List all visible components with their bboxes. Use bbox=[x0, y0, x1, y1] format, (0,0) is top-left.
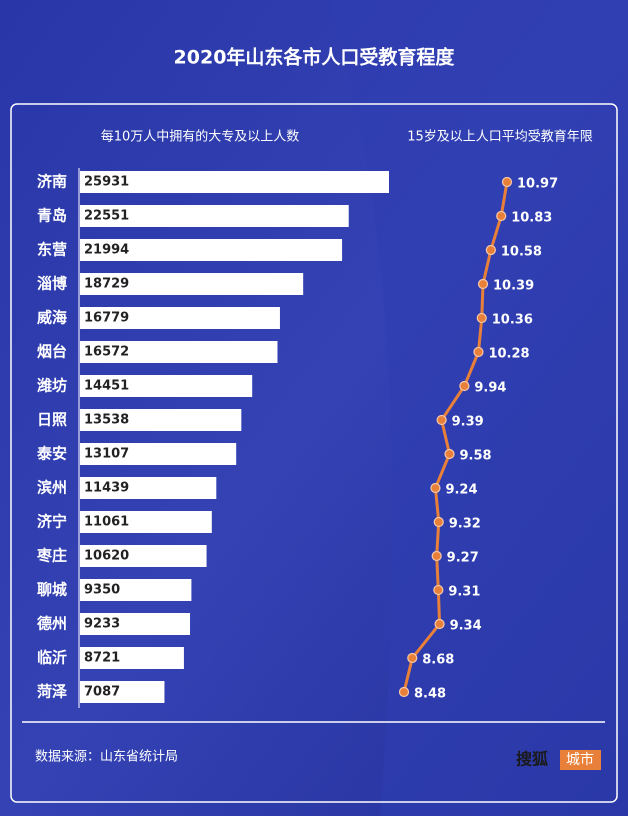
bar bbox=[80, 647, 184, 669]
bar-value-label: 21994 bbox=[84, 243, 129, 258]
city-label: 东营 bbox=[37, 241, 67, 259]
point-value-label: 9.34 bbox=[450, 619, 482, 634]
bar bbox=[80, 579, 192, 601]
bar bbox=[80, 171, 389, 193]
line-point bbox=[407, 652, 418, 664]
line bbox=[402, 181, 509, 693]
bar-value-label: 16779 bbox=[84, 311, 129, 326]
bar-value-label: 10620 bbox=[84, 549, 129, 564]
bar-value-label: 18729 bbox=[84, 277, 129, 292]
line-point bbox=[459, 380, 470, 392]
point-value-label: 9.27 bbox=[447, 551, 479, 566]
line-point bbox=[431, 550, 442, 562]
line-point bbox=[398, 686, 410, 698]
line-point bbox=[476, 312, 487, 324]
city-label: 威海 bbox=[37, 309, 67, 327]
bar-value-label: 9233 bbox=[84, 617, 120, 632]
point-value-label: 9.94 bbox=[474, 381, 506, 396]
bar bbox=[80, 477, 217, 499]
city-label: 滨州 bbox=[37, 479, 67, 497]
logo-box bbox=[560, 750, 601, 770]
bar-value-label: 25931 bbox=[84, 175, 129, 190]
panel-frame bbox=[10, 103, 618, 803]
bar bbox=[80, 409, 242, 431]
bar-header: 每10万人中拥有的大专及以上人数 bbox=[101, 129, 300, 145]
bar bbox=[80, 205, 349, 227]
bar bbox=[80, 613, 191, 635]
point-value-label: 10.97 bbox=[517, 177, 558, 192]
point-value-label: 10.28 bbox=[488, 347, 529, 362]
bar bbox=[80, 545, 207, 567]
bar bbox=[80, 443, 237, 465]
bar-value-label: 22551 bbox=[84, 209, 129, 224]
city-label: 济宁 bbox=[37, 513, 67, 531]
line-point bbox=[473, 346, 484, 358]
line-point bbox=[433, 584, 444, 596]
city-label: 济南 bbox=[37, 173, 67, 191]
point-value-label: 9.39 bbox=[452, 415, 484, 430]
bar-value-label: 7087 bbox=[84, 685, 120, 700]
city-label: 临沂 bbox=[37, 649, 67, 667]
line-header: 15岁及以上人口平均受教育年限 bbox=[407, 129, 593, 145]
bar bbox=[80, 341, 278, 363]
page-title: 2020年山东各市人口受教育程度 bbox=[174, 46, 456, 69]
line-point bbox=[434, 618, 445, 630]
city-label: 聊城 bbox=[37, 581, 67, 599]
point-value-label: 8.68 bbox=[422, 653, 454, 668]
city-label: 德州 bbox=[37, 615, 67, 633]
bar bbox=[80, 511, 212, 533]
bar bbox=[80, 239, 343, 261]
city-label: 青岛 bbox=[37, 207, 67, 225]
bar bbox=[80, 681, 165, 703]
line-point bbox=[433, 516, 444, 528]
line-point bbox=[485, 244, 496, 256]
bar-value-label: 11439 bbox=[84, 481, 129, 496]
city-label: 菏泽 bbox=[37, 683, 67, 701]
point-value-label: 10.83 bbox=[511, 211, 552, 226]
point-value-label: 9.32 bbox=[449, 517, 481, 532]
logo-text: 城市 bbox=[566, 751, 594, 768]
bar-value-label: 9350 bbox=[84, 583, 120, 598]
bar bbox=[80, 307, 280, 329]
point-value-label: 10.36 bbox=[492, 313, 533, 328]
bar-value-label: 14451 bbox=[84, 379, 129, 394]
city-label: 烟台 bbox=[37, 343, 67, 361]
point-value-label: 10.58 bbox=[501, 245, 542, 260]
line-point bbox=[430, 482, 441, 494]
line-point bbox=[496, 210, 507, 222]
source-note: 数据来源：山东省统计局 bbox=[35, 750, 178, 765]
background-swoosh bbox=[330, 0, 628, 816]
point-value-label: 10.39 bbox=[493, 279, 534, 294]
logo-text: 搜狐 bbox=[516, 750, 548, 769]
bar-value-label: 8721 bbox=[84, 651, 120, 666]
bar bbox=[80, 375, 253, 397]
line-point bbox=[436, 414, 447, 426]
city-label: 日照 bbox=[37, 411, 67, 429]
bar-value-label: 11061 bbox=[84, 515, 129, 530]
city-label: 枣庄 bbox=[36, 547, 67, 565]
line-point bbox=[444, 448, 455, 460]
bar bbox=[80, 273, 304, 295]
point-value-label: 9.24 bbox=[445, 483, 477, 498]
city-label: 淄博 bbox=[37, 275, 67, 293]
point-value-label: 9.58 bbox=[460, 449, 492, 464]
line-point bbox=[501, 176, 513, 188]
city-label: 潍坊 bbox=[37, 377, 67, 395]
point-value-label: 8.48 bbox=[414, 687, 446, 702]
line-point bbox=[477, 278, 489, 290]
bar-value-label: 13107 bbox=[84, 447, 129, 462]
bar-value-label: 13538 bbox=[84, 413, 129, 428]
point-value-label: 9.31 bbox=[448, 585, 480, 600]
bar-value-label: 16572 bbox=[84, 345, 129, 360]
city-label: 泰安 bbox=[36, 445, 67, 463]
